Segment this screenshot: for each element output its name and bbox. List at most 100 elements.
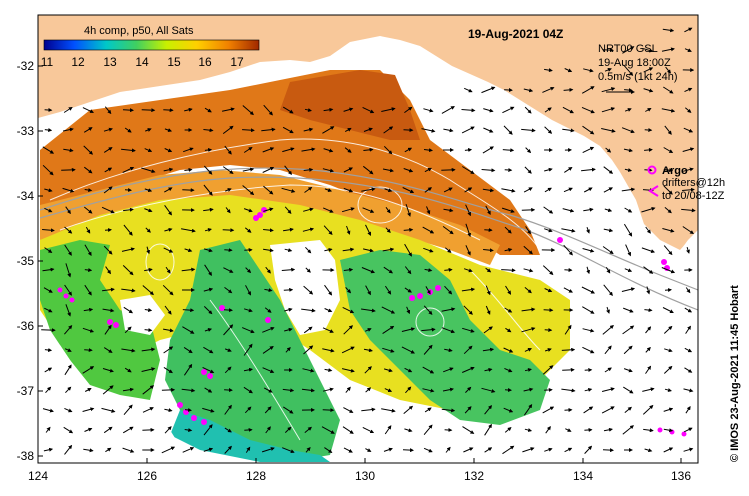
sst-light-orange — [40, 170, 500, 265]
current-vector — [621, 127, 635, 134]
current-vector — [242, 167, 255, 172]
current-vector — [184, 248, 193, 253]
current-vector — [603, 166, 614, 174]
current-vector — [204, 328, 213, 332]
current-vector — [343, 187, 354, 193]
current-vector — [282, 447, 295, 454]
current-vector — [561, 388, 576, 393]
argo-drifters — [57, 207, 687, 437]
current-vector — [244, 427, 253, 432]
current-vector — [224, 286, 233, 294]
current-vector — [404, 106, 413, 114]
current-vector — [104, 106, 112, 115]
current-vector — [301, 308, 316, 313]
current-vector — [164, 128, 173, 132]
current-vector — [262, 346, 274, 354]
current-vector — [83, 127, 93, 133]
current-vector — [662, 228, 675, 233]
current-vector — [424, 268, 433, 273]
current-vector — [485, 285, 491, 296]
current-vector — [225, 188, 232, 192]
current-vector — [625, 244, 632, 257]
current-vector — [484, 447, 493, 453]
current-vector — [164, 408, 173, 413]
current-vector — [141, 347, 156, 352]
current-vector — [581, 106, 595, 114]
current-vector — [84, 188, 93, 193]
current-vector — [281, 267, 296, 272]
current-vector — [464, 406, 472, 414]
current-vector — [603, 228, 614, 233]
current-vector — [164, 148, 173, 153]
current-vector — [581, 167, 596, 172]
current-vector — [465, 223, 472, 238]
current-vector — [362, 426, 375, 434]
colorbar-label-16: 16 — [198, 55, 212, 69]
current-vector — [324, 308, 333, 313]
current-vector — [124, 127, 132, 133]
current-vector — [524, 166, 532, 174]
current-vector — [583, 207, 594, 212]
current-vector — [343, 325, 354, 335]
current-vector — [542, 86, 555, 93]
current-vector — [123, 207, 134, 212]
current-vector — [242, 128, 255, 133]
current-vector — [644, 448, 653, 453]
current-vector — [165, 266, 171, 274]
current-vector — [244, 227, 252, 233]
current-vector — [83, 145, 94, 155]
current-vector — [643, 67, 654, 73]
current-vector — [103, 347, 113, 353]
current-vector — [461, 126, 475, 134]
current-vector — [483, 326, 493, 334]
current-vector — [462, 327, 475, 333]
current-vector — [604, 367, 612, 373]
current-vector — [122, 387, 134, 392]
current-vector — [84, 427, 93, 432]
current-vector — [624, 108, 632, 112]
current-vector — [383, 266, 394, 274]
current-vector — [383, 145, 393, 155]
current-vector — [685, 405, 691, 414]
current-vector — [63, 148, 74, 153]
current-vector — [163, 346, 174, 354]
current-vector — [524, 348, 533, 352]
current-vector — [303, 326, 313, 334]
current-vector — [644, 308, 653, 313]
current-vector — [582, 306, 595, 314]
current-vector — [184, 408, 192, 412]
current-vector — [262, 147, 275, 153]
current-vector — [544, 187, 552, 193]
current-vector — [43, 287, 53, 293]
current-vector — [685, 325, 691, 334]
current-vector — [544, 228, 553, 233]
current-vector — [242, 105, 254, 116]
current-vector — [582, 328, 595, 333]
current-vector — [64, 364, 72, 376]
current-vector — [64, 407, 73, 413]
current-vector — [622, 425, 634, 435]
current-vector — [301, 388, 315, 393]
current-vector — [124, 367, 132, 373]
current-vector — [144, 148, 153, 153]
current-vector — [303, 167, 314, 172]
current-vector — [483, 108, 494, 113]
plot-frame — [37, 14, 699, 464]
current-vector — [123, 404, 133, 416]
current-vector — [324, 368, 333, 373]
current-vector — [203, 207, 214, 212]
current-vector — [243, 367, 253, 372]
current-vector — [163, 366, 173, 374]
current-vector — [462, 366, 475, 373]
current-vector — [384, 285, 392, 295]
current-vector — [584, 427, 593, 432]
current-vector — [525, 147, 532, 154]
current-vector — [482, 188, 495, 193]
current-vector — [604, 208, 613, 213]
current-vector — [122, 166, 135, 173]
y-axis: -32 -33 -34 -35 -36 -37 -38 — [17, 59, 43, 463]
current-vector — [441, 106, 455, 114]
current-vector — [404, 367, 413, 373]
current-vector — [445, 446, 451, 453]
current-vector — [343, 107, 354, 112]
